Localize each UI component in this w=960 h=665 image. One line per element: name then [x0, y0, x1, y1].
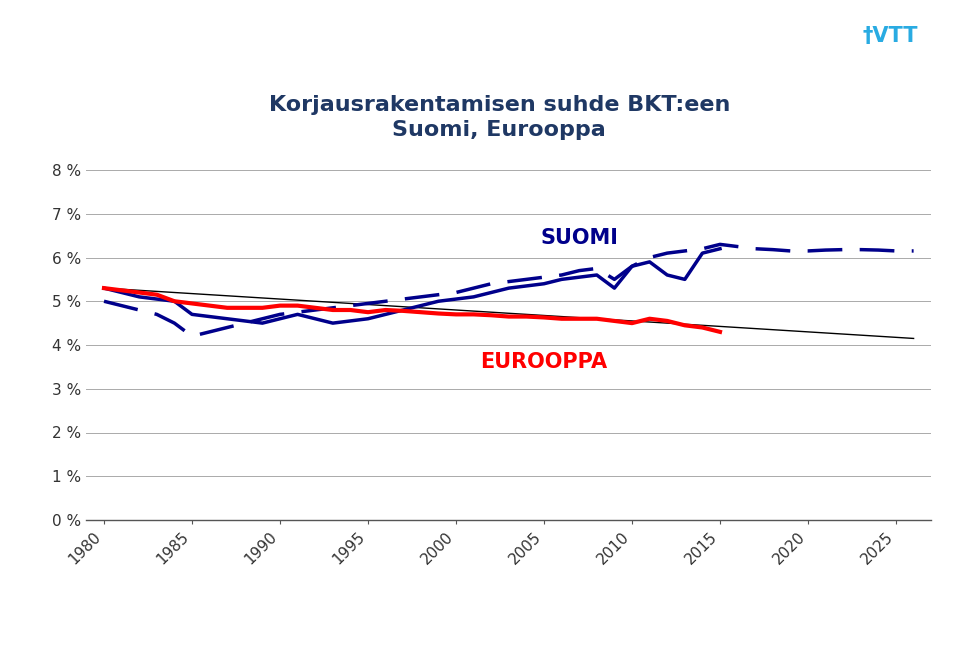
Text: Pekka Pajakkala VTT: Pekka Pajakkala VTT	[19, 644, 132, 654]
Text: SUOMI: SUOMI	[540, 228, 618, 248]
Text: Korjausrakentamisen suhde BKT:een
Suomi, Eurooppa: Korjausrakentamisen suhde BKT:een Suomi,…	[269, 94, 730, 140]
Text: EUROOPPA: EUROOPPA	[480, 352, 608, 372]
Text: 17.9.2013: 17.9.2013	[725, 24, 781, 35]
Text: Korjausrakentamisen BKT-osuuden kasvu ei voi jatkua pitkään,: Korjausrakentamisen BKT-osuuden kasvu ei…	[147, 595, 813, 614]
Text: †VTT: †VTT	[863, 26, 918, 46]
Text: 17: 17	[792, 22, 811, 37]
Text: 6,5 % on liikaa pitkällä aikavälillä: 6,5 % on liikaa pitkällä aikavälillä	[302, 632, 658, 652]
